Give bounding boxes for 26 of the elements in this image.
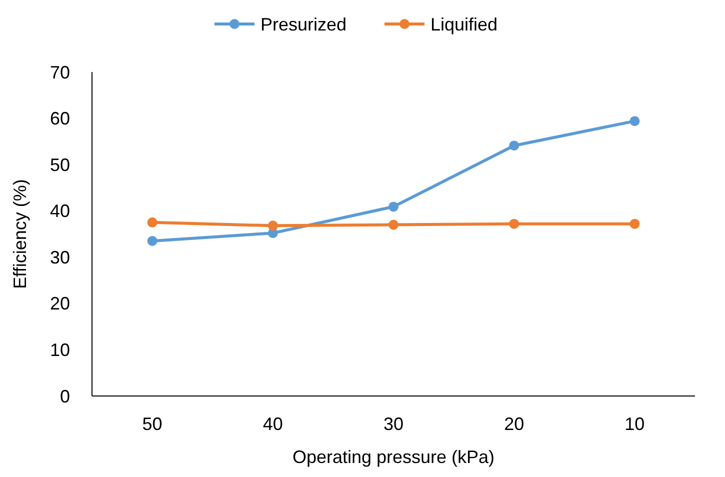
point	[147, 217, 158, 228]
point	[388, 220, 398, 230]
x-tick-label: 40	[262, 414, 283, 434]
y-tick-label: 30	[50, 247, 70, 268]
y-axis-title: Efficiency (%)	[10, 179, 30, 289]
point	[147, 236, 158, 246]
point	[509, 218, 520, 229]
point	[630, 218, 640, 229]
point	[630, 116, 640, 126]
point	[388, 202, 398, 212]
x-tick-label: 20	[504, 414, 524, 434]
point	[268, 220, 278, 231]
legend-label: Liquified	[430, 14, 498, 34]
y-tick-label: 50	[50, 154, 70, 175]
point	[509, 140, 520, 151]
y-tick-label: 10	[50, 340, 70, 360]
legend-label: Presurized	[260, 14, 347, 34]
y-tick-label: 60	[50, 108, 70, 129]
y-tick-label: 40	[50, 201, 70, 222]
y-tick-label: 20	[50, 294, 70, 314]
x-tick-label: 10	[624, 414, 645, 434]
x-tick-label: 50	[142, 414, 162, 434]
x-tick-label: 30	[383, 414, 404, 434]
y-tick-label: 0	[60, 386, 70, 406]
x-axis-title: Operating pressure (kPa)	[292, 447, 495, 467]
y-tick-label: 70	[50, 62, 70, 82]
